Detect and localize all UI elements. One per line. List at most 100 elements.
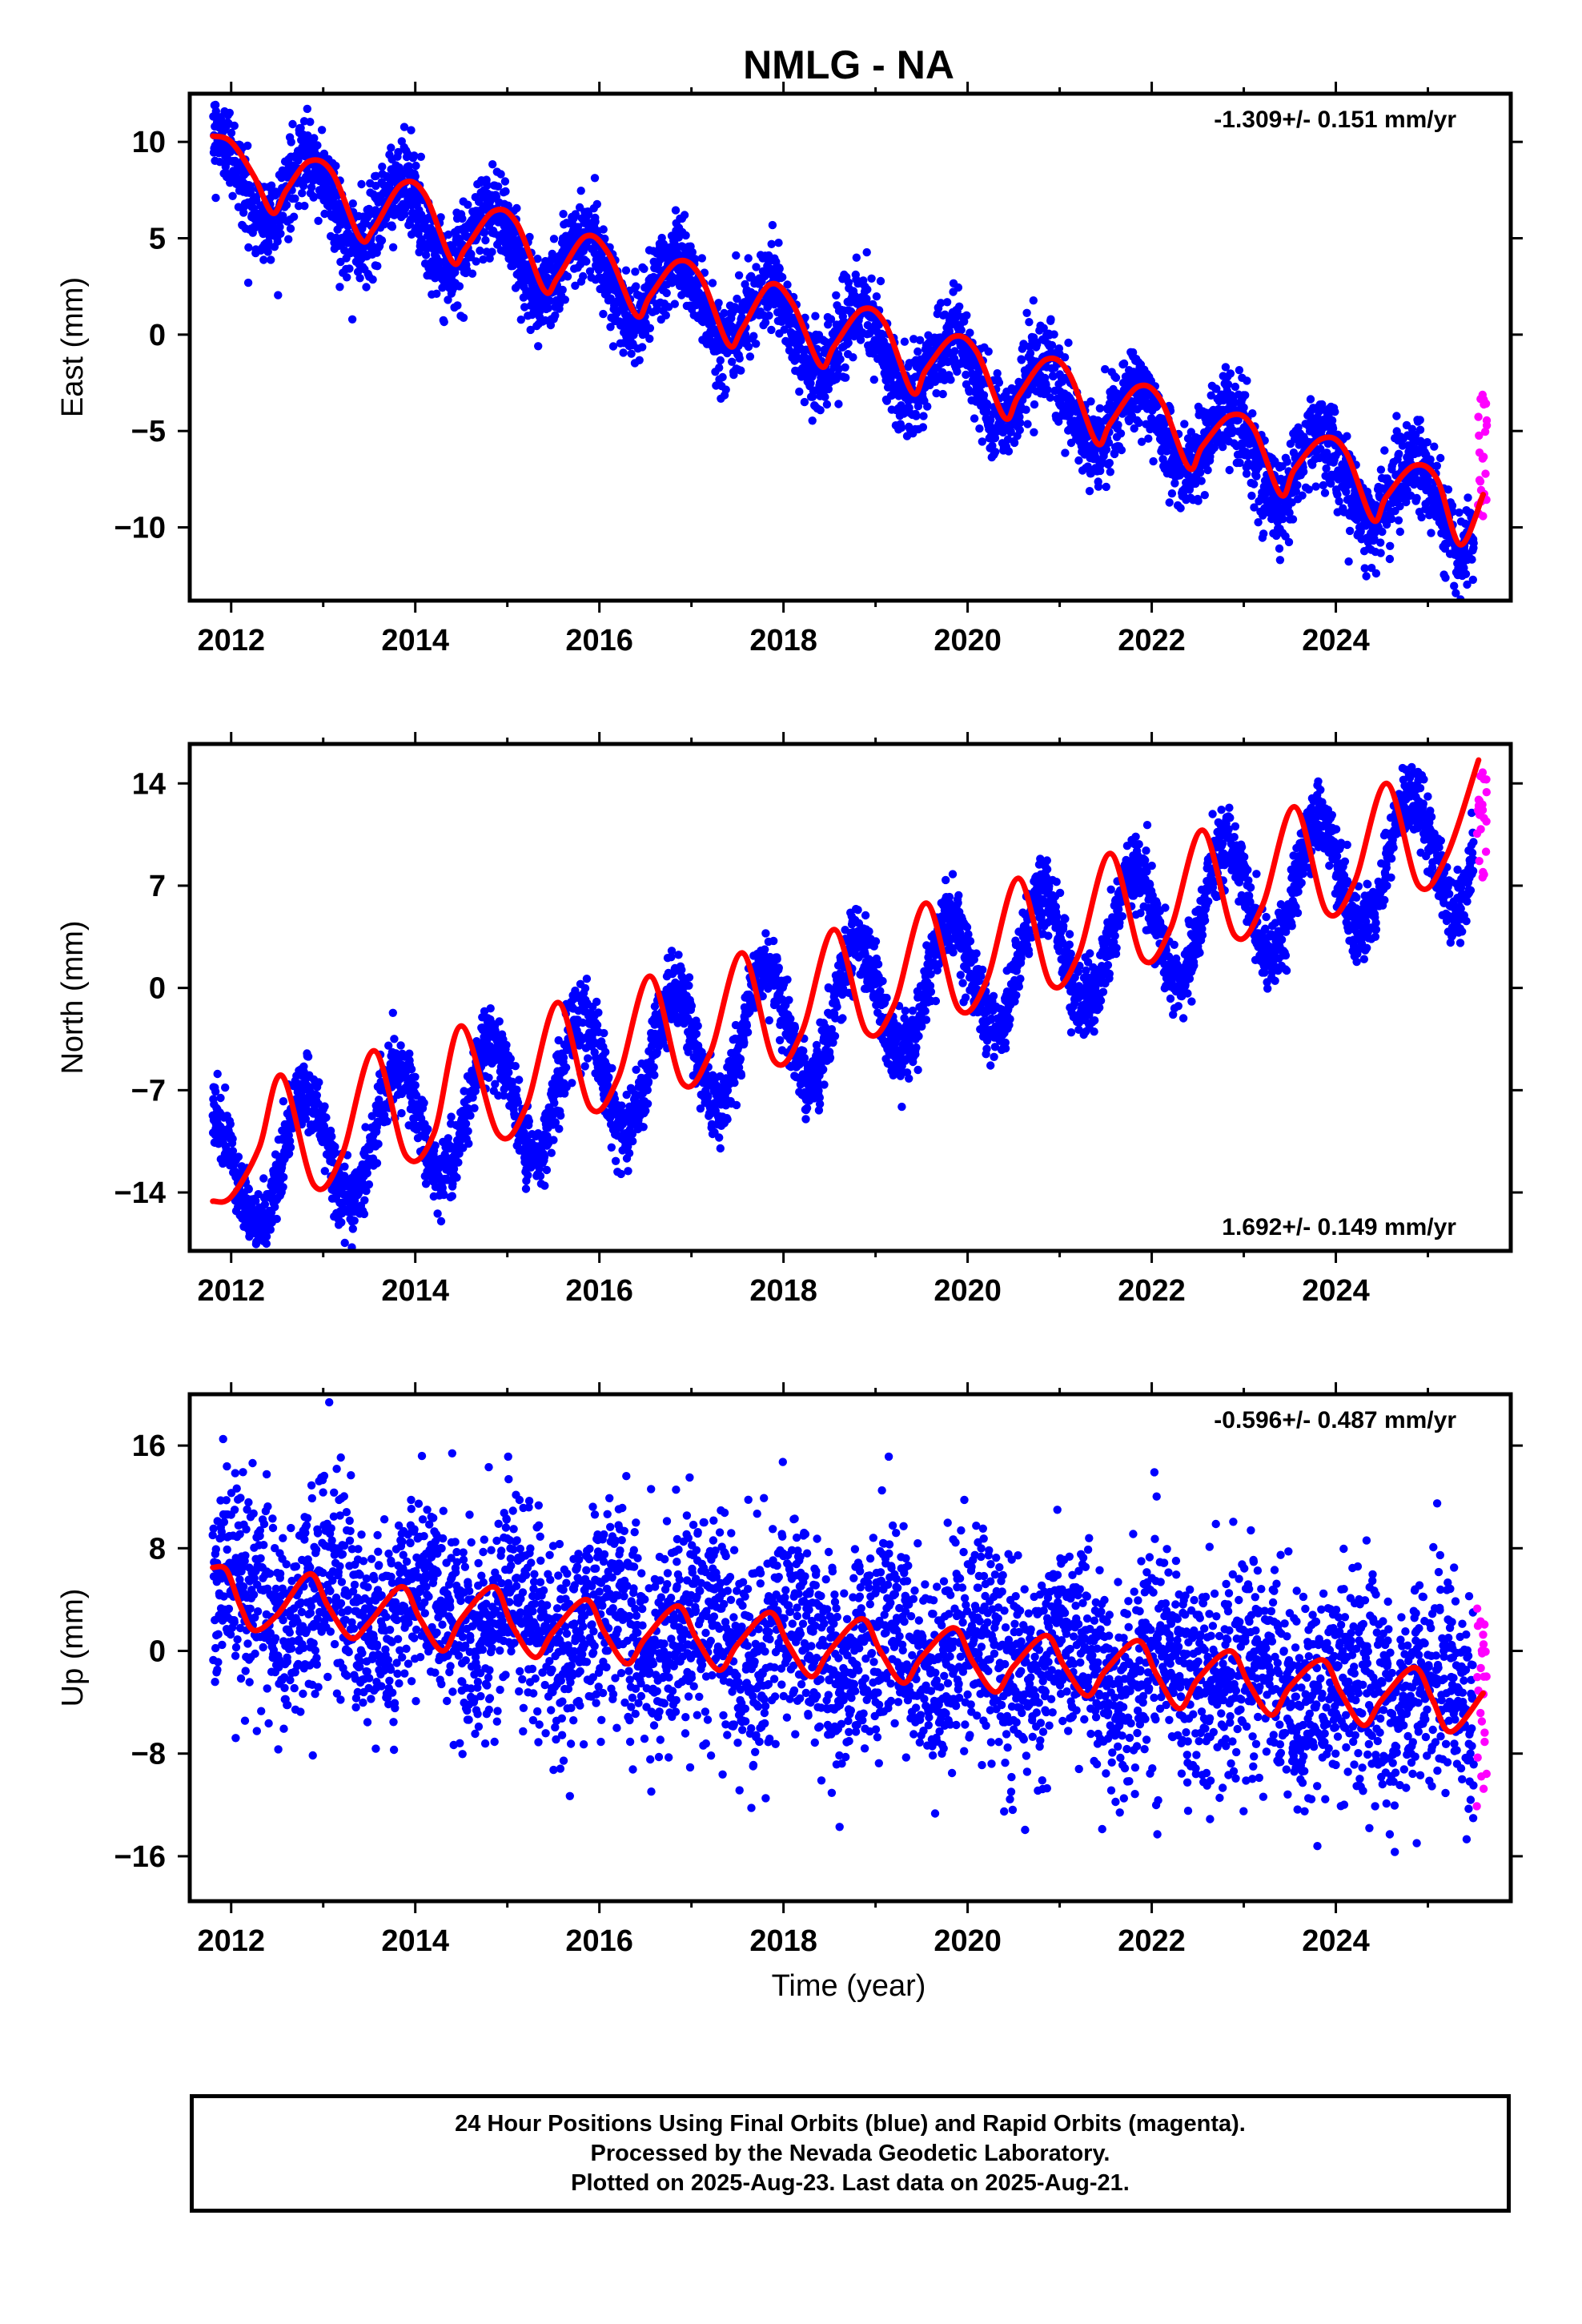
data-point [1430,442,1439,451]
data-point [645,324,655,332]
data-point [1342,488,1351,497]
data-point [267,255,275,264]
data-point [307,183,316,192]
data-point [955,302,964,311]
data-point [563,272,572,281]
data-point [467,250,476,259]
data-point [621,266,631,275]
data-point [266,1225,275,1234]
data-point [289,212,299,221]
data-point [1094,482,1103,491]
data-point [852,253,861,262]
data-point [274,291,283,300]
data-point [975,424,984,433]
data-point [752,340,761,348]
data-point [1417,513,1426,522]
data-point [313,141,322,150]
data-point [1275,556,1285,565]
data-point [645,334,654,344]
data-point [263,247,272,256]
data-point [862,247,871,257]
data-point [343,273,351,282]
data-point [410,151,419,160]
data-point [1170,479,1179,488]
data-point [464,200,472,209]
figure-title: NMLG - NA [743,42,954,87]
data-point [774,239,783,247]
data-point [1376,538,1385,547]
data-point [1023,420,1032,428]
y-tick-label: −10 [114,512,166,545]
data-point [291,194,299,203]
x-tick-label: 2012 [197,624,265,657]
data-point [767,239,776,248]
data-point [483,181,492,190]
data-point [733,294,741,304]
data-point [1226,369,1235,378]
data-point [350,1216,359,1225]
data-point [1162,447,1171,456]
data-point [1343,432,1351,440]
data-point [571,210,580,219]
y-tick-label: 10 [132,126,166,159]
data-point [737,313,746,322]
rapid-data-point [1476,395,1485,404]
data-point [867,274,876,283]
data-point [932,388,941,398]
data-point [732,251,741,260]
data-point [1010,438,1019,448]
data-point [592,199,601,209]
data-point [573,223,583,231]
data-point [635,356,644,364]
data-point [279,1172,288,1182]
data-point [806,379,815,388]
data-point [1022,308,1031,317]
data-point [411,172,420,181]
data-point [912,412,921,420]
data-point [331,1148,339,1157]
data-point [954,283,963,292]
data-point [584,210,593,219]
data-point [994,378,1004,387]
data-point [900,337,909,346]
panels: 2012 2014 2016 2018 2020 2022 2024−10−50510Eas… [56,82,1523,1958]
data-point [1335,497,1343,506]
data-point [744,342,753,352]
data-point [1447,501,1457,510]
data-point [1183,434,1193,443]
data-point [221,1083,230,1092]
data-point [877,329,886,338]
data-point [841,363,849,372]
data-point [681,231,690,240]
data-point [1452,589,1460,597]
data-point [1111,373,1121,382]
data-point [957,326,966,335]
data-point [558,285,567,295]
data-point [627,349,636,358]
data-point [480,228,489,237]
data-point [319,1122,329,1131]
data-point [1064,338,1073,348]
data-point [744,254,753,263]
data-point [479,255,488,264]
data-point [1185,485,1195,494]
rapid-orbit-points [1474,390,1492,521]
data-point [745,352,755,361]
data-point [516,316,525,324]
y-axis-label: East (mm) [56,277,90,417]
data-point [1376,465,1386,474]
rapid-data-point [1474,412,1483,421]
data-point [310,134,319,143]
x-tick-label: 2022 [1118,624,1186,657]
data-point [1022,405,1030,414]
data-point [481,235,490,245]
data-point [1424,476,1433,485]
data-point [1395,449,1403,458]
data-point [1386,541,1395,550]
data-point [978,437,987,446]
data-point [501,187,510,196]
data-point [800,397,809,407]
data-point [1212,384,1221,393]
data-point [749,332,758,340]
data-point [371,171,380,180]
